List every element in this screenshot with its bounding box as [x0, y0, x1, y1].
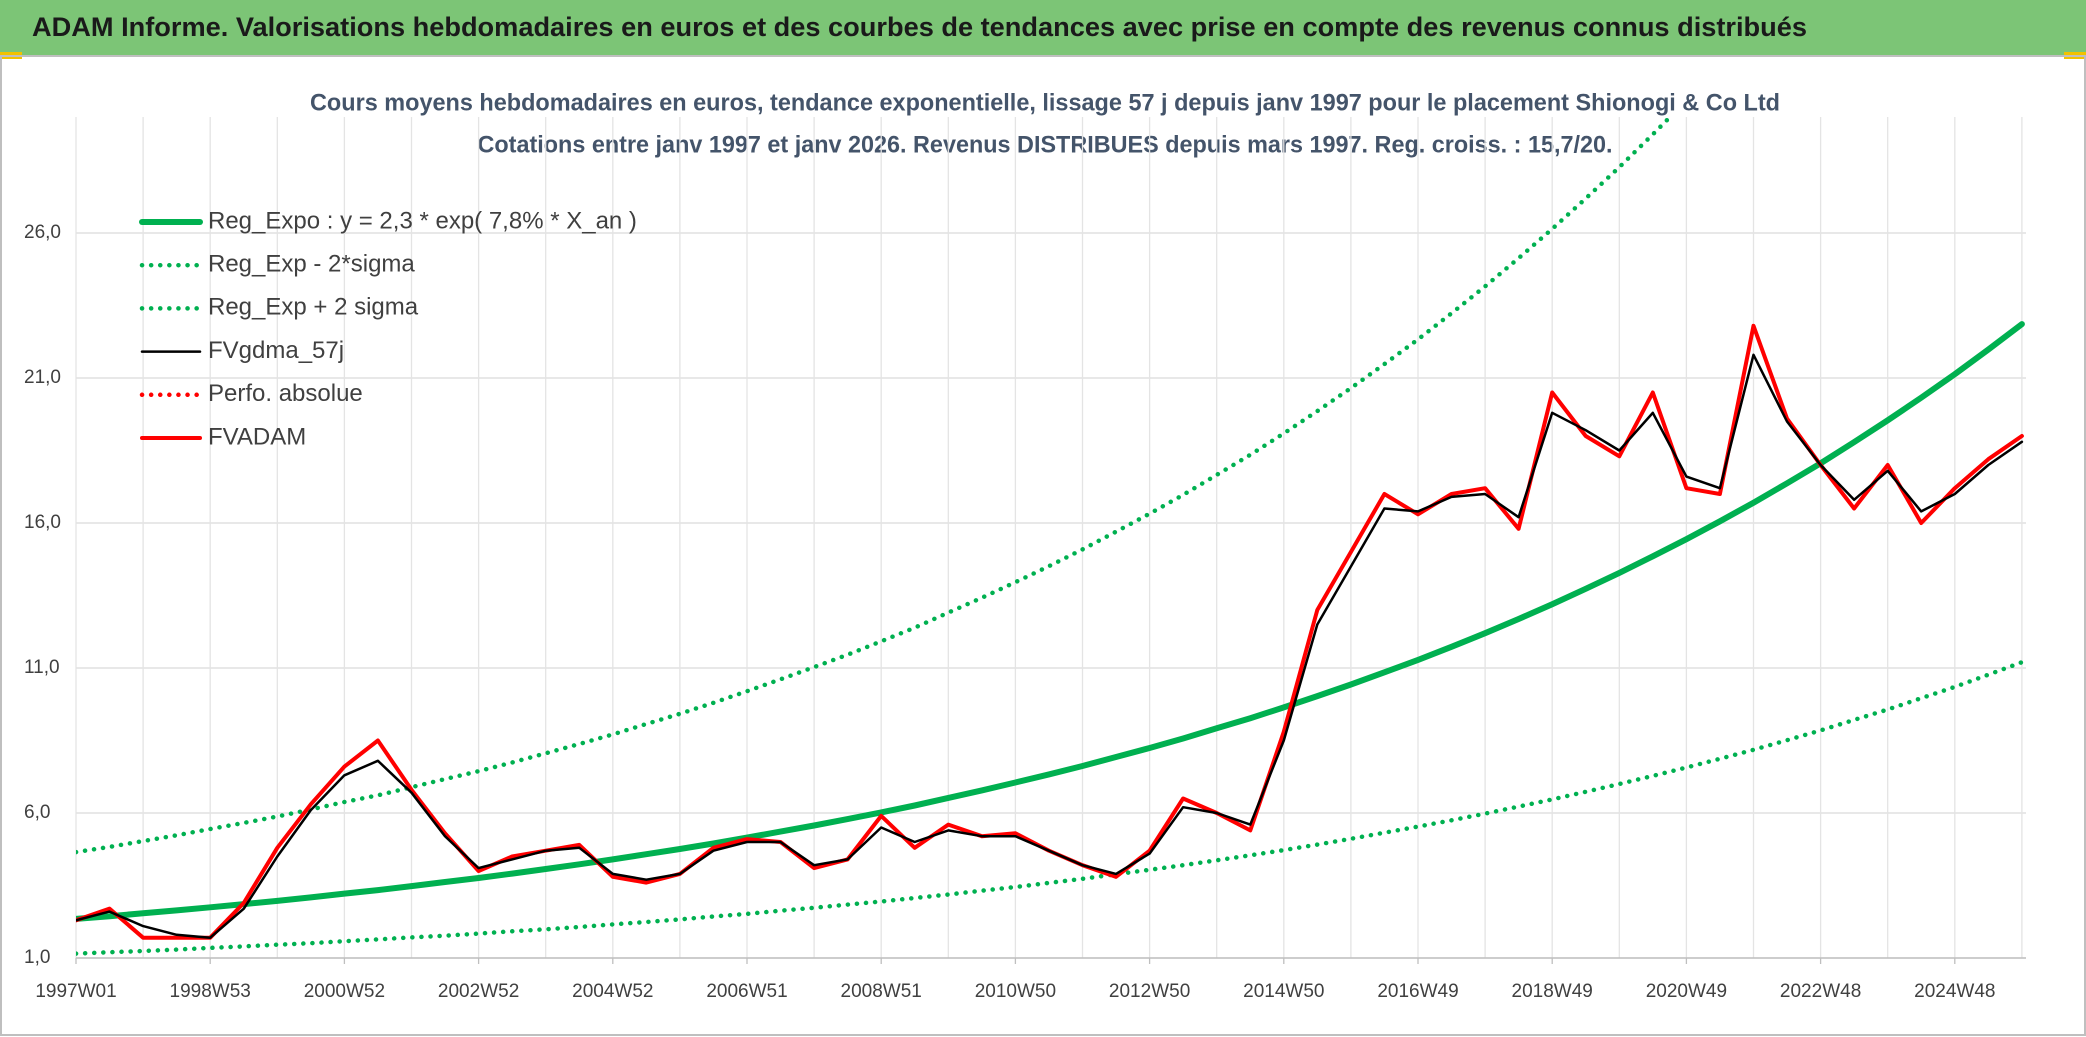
header-band [0, 0, 2086, 56]
legend-label: Reg_Exp - 2*sigma [208, 251, 415, 278]
x-tick-label: 2002W52 [438, 981, 519, 1002]
chart-subtitle: Cours moyens hebdomadaires en euros, ten… [310, 89, 1780, 116]
series-line [76, 659, 2025, 956]
x-tick-label: 2020W49 [1646, 981, 1727, 1002]
x-tick-label: 2024W48 [1914, 981, 1995, 1002]
y-tick-label: 21,0 [24, 367, 61, 388]
x-tick-label: 1997W01 [35, 981, 116, 1002]
x-tick-label: 2018W49 [1512, 981, 1593, 1002]
header-title: ADAM Informe. Valorisations hebdomadaire… [32, 12, 1807, 42]
x-tick-label: 2000W52 [304, 981, 385, 1002]
plot-area [76, 117, 2025, 956]
chart-subtitle: Cotations entre janv 1997 et janv 2026. … [478, 131, 1613, 158]
x-tick-label: 2014W50 [1243, 981, 1324, 1002]
legend-label: Reg_Expo : y = 2,3 * exp( 7,8% * X_an ) [208, 207, 637, 234]
series-line [76, 117, 1674, 855]
x-tick-label: 2012W50 [1109, 981, 1190, 1002]
x-tick-label: 1998W53 [170, 981, 251, 1002]
x-tick-label: 2008W51 [841, 981, 922, 1002]
x-tick-label: 2004W52 [572, 981, 653, 1002]
y-tick-label: 11,0 [24, 657, 60, 678]
x-tick-label: 2010W50 [975, 981, 1056, 1002]
x-tick-label: 2016W49 [1377, 981, 1458, 1002]
chart-frame [0, 55, 2086, 1036]
legend-label: FVgdma_57j [208, 337, 344, 364]
series-line [76, 321, 2025, 922]
legend-label: Perfo. absolue [208, 380, 363, 407]
y-tick-label: 6,0 [24, 802, 50, 823]
x-tick-label: 2006W51 [706, 981, 787, 1002]
y-tick-label: 16,0 [24, 512, 61, 533]
legend-label: Reg_Exp + 2 sigma [208, 294, 419, 321]
y-tick-label: 26,0 [24, 222, 61, 243]
legend-label: FVADAM [208, 423, 306, 450]
y-tick-label: 1,0 [24, 947, 50, 968]
series-line [76, 353, 2024, 939]
x-tick-label: 2022W48 [1780, 981, 1861, 1002]
